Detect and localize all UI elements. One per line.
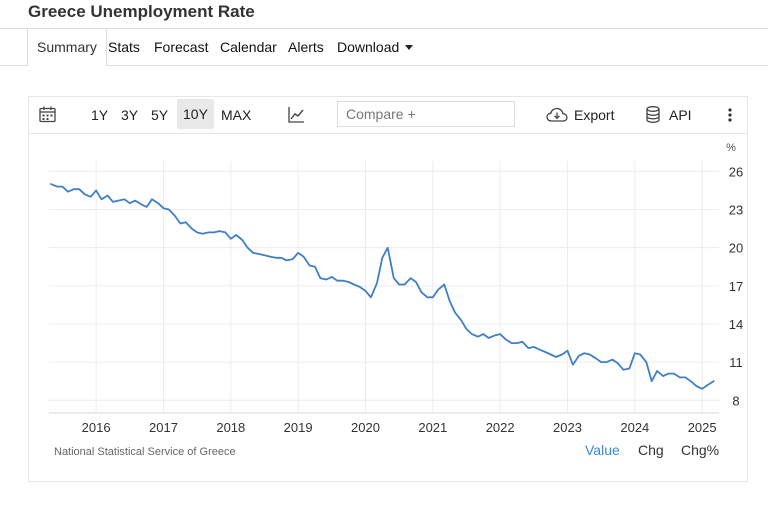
tab-summary-label: Summary: [37, 39, 97, 55]
tab-alerts[interactable]: Alerts: [288, 29, 324, 65]
range-max[interactable]: MAX: [221, 107, 252, 123]
y-tick-label: 14: [729, 317, 743, 332]
chart-toolbar: 1Y 3Y 5Y 10Y MAX Export API: [29, 97, 747, 134]
tab-forecast[interactable]: Forecast: [154, 29, 208, 65]
x-tick-label: 2017: [149, 420, 178, 433]
y-tick-label: 26: [729, 164, 743, 179]
x-tick-label: 2022: [486, 420, 515, 433]
tab-stats[interactable]: Stats: [108, 29, 140, 65]
page-title: Greece Unemployment Rate: [28, 2, 255, 21]
x-tick-label: 2024: [620, 420, 649, 433]
compare-input[interactable]: [337, 101, 515, 127]
x-tick-label: 2016: [82, 420, 111, 433]
y-unit-label: %: [726, 142, 736, 154]
y-tick-label: 17: [729, 279, 743, 294]
tab-bar: Summary Stats Forecast Calendar Alerts D…: [0, 28, 768, 66]
range-10y[interactable]: 10Y: [177, 99, 214, 129]
series-line: [50, 183, 715, 390]
cloud-download-icon[interactable]: [546, 107, 568, 123]
view-chg-percent-button[interactable]: Chg%: [681, 442, 720, 458]
y-tick-label: 11: [729, 355, 743, 370]
tab-download-label: Download: [337, 39, 400, 55]
database-icon[interactable]: [646, 106, 660, 123]
range-1y[interactable]: 1Y: [91, 107, 109, 123]
caret-down-icon: [405, 44, 414, 50]
range-5y[interactable]: 5Y: [151, 107, 169, 123]
tab-alerts-label: Alerts: [288, 39, 324, 55]
source-label: National Statistical Service of Greece: [54, 446, 236, 458]
tab-stats-label: Stats: [108, 39, 140, 55]
x-tick-label: 2023: [553, 420, 582, 433]
export-button[interactable]: Export: [574, 107, 615, 123]
api-button[interactable]: API: [669, 107, 692, 123]
range-3y[interactable]: 3Y: [121, 107, 139, 123]
tab-calendar-label: Calendar: [220, 39, 277, 55]
view-value-button[interactable]: Value: [585, 442, 620, 458]
view-chg-button[interactable]: Chg: [638, 442, 664, 458]
x-tick-label: 2025: [688, 420, 717, 433]
x-tick-label: 2021: [418, 420, 447, 433]
chart-panel: 1Y 3Y 5Y 10Y MAX Export API 811141720232…: [28, 96, 748, 482]
y-tick-label: 23: [729, 203, 743, 218]
tab-summary[interactable]: Summary: [27, 29, 107, 66]
y-tick-label: 20: [729, 241, 743, 256]
more-vertical-icon[interactable]: [728, 108, 732, 122]
line-chart-icon[interactable]: [288, 106, 305, 123]
tab-forecast-label: Forecast: [154, 39, 209, 55]
x-tick-label: 2018: [216, 420, 245, 433]
calendar-icon[interactable]: [39, 106, 56, 123]
x-tick-label: 2020: [351, 420, 380, 433]
x-tick-label: 2019: [284, 420, 313, 433]
y-tick-label: 8: [732, 393, 739, 408]
tab-download[interactable]: Download: [337, 29, 414, 65]
tab-calendar[interactable]: Calendar: [220, 29, 277, 65]
